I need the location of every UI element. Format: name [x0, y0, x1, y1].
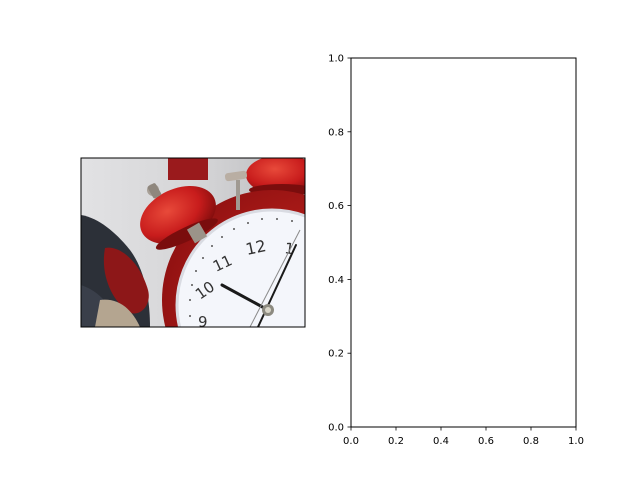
alarm-clock-photo-icon: 12 1 11 10 9	[80, 157, 306, 331]
clock-numeral-1: 1	[283, 239, 295, 258]
x-axis-ticks: 0.0 0.2 0.4 0.6 0.8 1.0	[343, 427, 584, 447]
y-axis-ticks: 0.0 0.2 0.4 0.6 0.8 1.0	[328, 54, 351, 434]
x-tick-label: 0.4	[433, 436, 449, 447]
y-tick-label: 0.6	[328, 201, 344, 212]
y-tick-label: 1.0	[328, 54, 344, 65]
x-tick-label: 1.0	[568, 436, 584, 447]
x-tick-label: 0.8	[523, 436, 539, 447]
y-tick-label: 0.2	[328, 349, 344, 360]
axes-frame	[350, 57, 577, 428]
clock-numeral-9: 9	[198, 313, 208, 331]
y-tick-label: 0.8	[328, 127, 344, 138]
axes: 0.0 0.2 0.4 0.6 0.8 1.0 0.0 0.2 0.4 0.6 0.8 1.0	[328, 54, 584, 448]
clock-numeral-12: 12	[244, 236, 268, 259]
x-tick-label: 0.6	[478, 436, 494, 447]
y-tick-label: 0.4	[328, 275, 344, 286]
y-tick-label: 0.0	[328, 423, 344, 434]
x-tick-label: 0.0	[343, 436, 359, 447]
x-tick-label: 0.2	[388, 436, 404, 447]
